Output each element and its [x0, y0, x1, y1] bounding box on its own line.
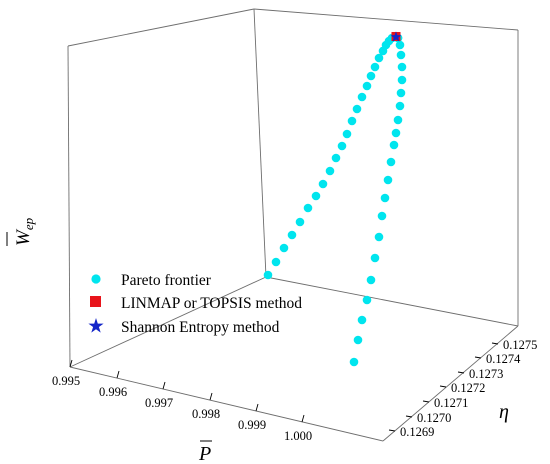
pareto-point [325, 166, 335, 176]
x-tick-mark [301, 414, 305, 423]
pareto-point [374, 232, 384, 242]
x-tick-mark [162, 381, 166, 390]
x-axis-ticks: 0.995 0.996 0.997 0.998 0.999 1.000 [52, 359, 312, 443]
pareto-point [362, 81, 372, 91]
pareto-point [377, 211, 387, 221]
x-tick-mark [116, 370, 120, 379]
x-tick-label: 0.997 [145, 396, 173, 410]
legend-entry-shannon: Shannon Entropy method [88, 318, 280, 336]
legend-label-pareto: Pareto frontier [121, 272, 212, 289]
legend-marker-star [88, 318, 104, 333]
legend-label-linmap: LINMAP or TOPSIS method [121, 295, 302, 312]
x-tick-label: 0.999 [238, 418, 266, 432]
pareto-point [393, 115, 403, 125]
x-tick-label: 0.998 [192, 407, 220, 421]
pareto-point [374, 53, 384, 63]
shannon-entropy-point [390, 31, 402, 42]
pareto-point [349, 357, 359, 367]
y-tick-mark [439, 385, 447, 388]
pareto-point [395, 101, 405, 111]
y-axis-label: η [499, 401, 509, 423]
pareto-point [370, 253, 380, 263]
pareto-point [391, 128, 401, 138]
legend-marker-square [90, 296, 101, 307]
y-tick-mark [422, 400, 430, 403]
pareto-point [380, 193, 390, 203]
pareto-point [311, 191, 321, 201]
pareto-point [357, 92, 367, 102]
pareto-point [397, 62, 407, 72]
pareto-point [287, 230, 297, 240]
pareto-point [279, 243, 289, 253]
pareto-point [337, 141, 347, 151]
y-tick-label: 0.1272 [451, 381, 485, 395]
y-tick-mark [491, 342, 499, 345]
x-tick-mark [69, 359, 73, 368]
pareto-point [303, 203, 313, 213]
legend-marker-circle [91, 274, 101, 284]
pareto-point [353, 335, 363, 345]
x-tick-mark [255, 403, 259, 412]
pareto-point [263, 270, 273, 280]
y-tick-mark [474, 356, 482, 359]
pareto-point [357, 315, 367, 325]
pareto-point [389, 140, 399, 150]
pareto-point [370, 62, 380, 72]
pareto-point [395, 40, 405, 50]
pareto-point [396, 88, 406, 98]
x-axis-label: P [198, 440, 212, 464]
x-tick-label: 1.000 [284, 429, 312, 443]
pareto-point [342, 129, 352, 139]
legend-entry-pareto: Pareto frontier [91, 272, 212, 289]
pareto-point [383, 175, 393, 185]
y-tick-label: 0.1274 [486, 352, 521, 366]
y-tick-mark [457, 371, 465, 374]
y-tick-label: 0.1275 [503, 338, 537, 352]
pareto-point [295, 217, 305, 227]
y-tick-label: 0.1273 [469, 367, 503, 381]
y-tick-label: 0.1271 [434, 396, 468, 410]
z-axis-label: Wep [6, 217, 36, 246]
z-axis-label-main: W [13, 228, 34, 246]
pareto-point [366, 71, 376, 81]
pareto-point [386, 157, 396, 167]
x-tick-label: 0.996 [99, 385, 127, 399]
z-axis-label-sub: ep [21, 217, 36, 230]
y-axis-ticks: 0.12690.12700.12710.12720.12730.12740.12… [388, 338, 537, 439]
svg-text:Wep: Wep [13, 217, 36, 246]
y-tick-label: 0.1270 [417, 411, 451, 425]
pareto-point [362, 295, 372, 305]
x-axis-label-main: P [198, 443, 211, 464]
legend-label-shannon: Shannon Entropy method [121, 319, 280, 336]
pareto-point [331, 153, 341, 163]
axes-box [67, 8, 519, 442]
pareto-point [318, 179, 328, 189]
x-tick-label: 0.995 [52, 374, 80, 388]
y-axis-label-main: η [499, 401, 509, 423]
pareto-point [271, 257, 281, 267]
data-points [263, 31, 407, 367]
x-tick-mark [209, 392, 213, 401]
y-tick-mark [405, 415, 413, 418]
pareto-point [352, 104, 362, 114]
pareto-point [396, 50, 406, 60]
legend-entry-linmap: LINMAP or TOPSIS method [90, 295, 302, 312]
pareto-point [366, 275, 376, 285]
y-tick-label: 0.1269 [400, 425, 434, 439]
pareto-point [347, 116, 357, 126]
pareto-point [397, 75, 407, 85]
legend: Pareto frontier LINMAP or TOPSIS method … [88, 272, 302, 336]
y-tick-mark [388, 429, 396, 432]
